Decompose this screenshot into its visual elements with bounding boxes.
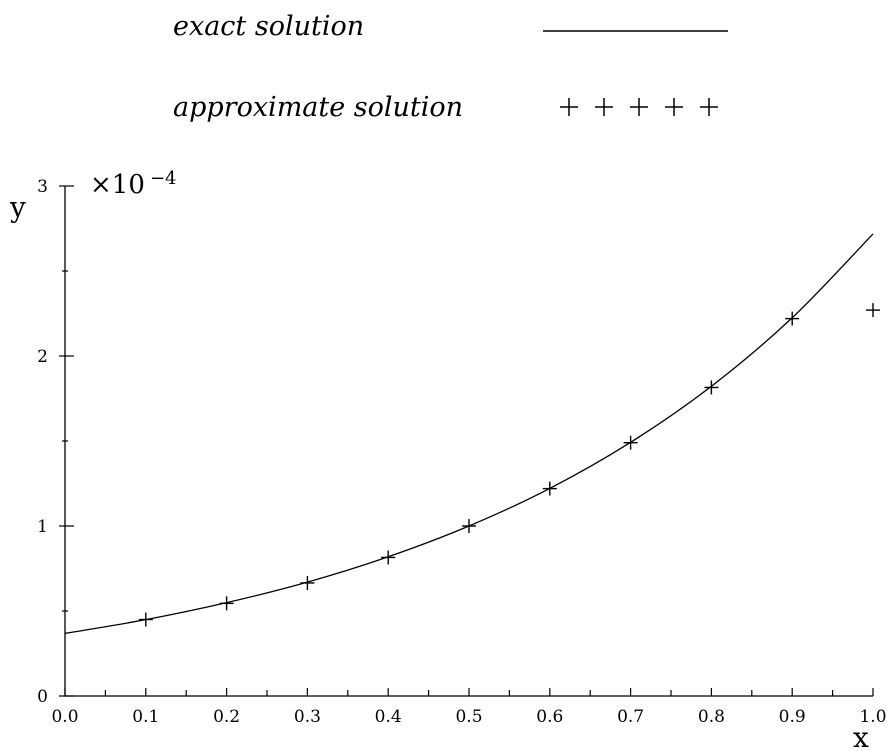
legend-label-approximate: approximate solution: [173, 92, 463, 123]
legend: exact solution approximate solution: [173, 11, 728, 123]
x-axis-label: x: [853, 721, 869, 751]
x-tick-label: 0.6: [536, 707, 563, 727]
legend-label-exact: exact solution: [173, 11, 364, 42]
legend-plus-marker: [595, 98, 613, 116]
approximate-solution-marker: [704, 380, 719, 395]
y-tick-label: 0: [37, 687, 48, 707]
exact-solution-line: [64, 233, 874, 635]
x-tick-label: 0.8: [698, 707, 725, 727]
approximate-solution-marker: [542, 481, 557, 496]
legend-plus-marker: [700, 98, 718, 116]
approximate-solution-marker: [219, 596, 234, 611]
x-tick-label: 0.3: [294, 707, 321, 727]
approximate-solution-marker: [785, 311, 800, 326]
y-axis-ticks: 0 1 2 3: [37, 177, 74, 707]
axes: 0.0 0.1 0.2 0.3 0.4 0.5 0.6 0.7 0.8 0.9 1.0 0 1 2 3: [37, 177, 886, 727]
x-tick-label: 0.2: [213, 707, 240, 727]
approximate-solution-marker: [300, 575, 315, 590]
legend-plus-marker: [630, 98, 648, 116]
y-axis-label: y: [9, 191, 26, 224]
approximate-solution-marker: [623, 435, 638, 450]
y-scale-factor: ×10 −4: [90, 168, 177, 200]
x-tick-label: 0.4: [375, 707, 402, 727]
legend-swatch-plus-markers: [560, 98, 718, 116]
x-tick-label: 0.1: [132, 707, 159, 727]
y-tick-label: 2: [37, 347, 48, 367]
x-tick-label: 0.0: [51, 707, 78, 727]
y-tick-label: 1: [37, 517, 48, 537]
y-scale-base: ×10: [90, 170, 145, 200]
x-tick-label: 0.7: [617, 707, 644, 727]
approximate-solution-marker: [381, 550, 396, 565]
x-tick-label: 1.0: [859, 707, 886, 727]
legend-plus-marker: [665, 98, 683, 116]
plot-area: [64, 233, 880, 635]
x-tick-label: 0.5: [455, 707, 482, 727]
y-scale-exponent: −4: [150, 168, 177, 189]
x-axis-ticks: 0.0 0.1 0.2 0.3 0.4 0.5 0.6 0.7 0.8 0.9 1.0: [51, 688, 887, 727]
approximate-solution-marker: [138, 612, 153, 627]
legend-plus-marker: [560, 98, 578, 116]
x-tick-label: 0.9: [779, 707, 806, 727]
approximate-solution-marker: [462, 519, 476, 533]
y-tick-label: 3: [37, 177, 48, 197]
approximate-solution-marker: [866, 303, 880, 318]
